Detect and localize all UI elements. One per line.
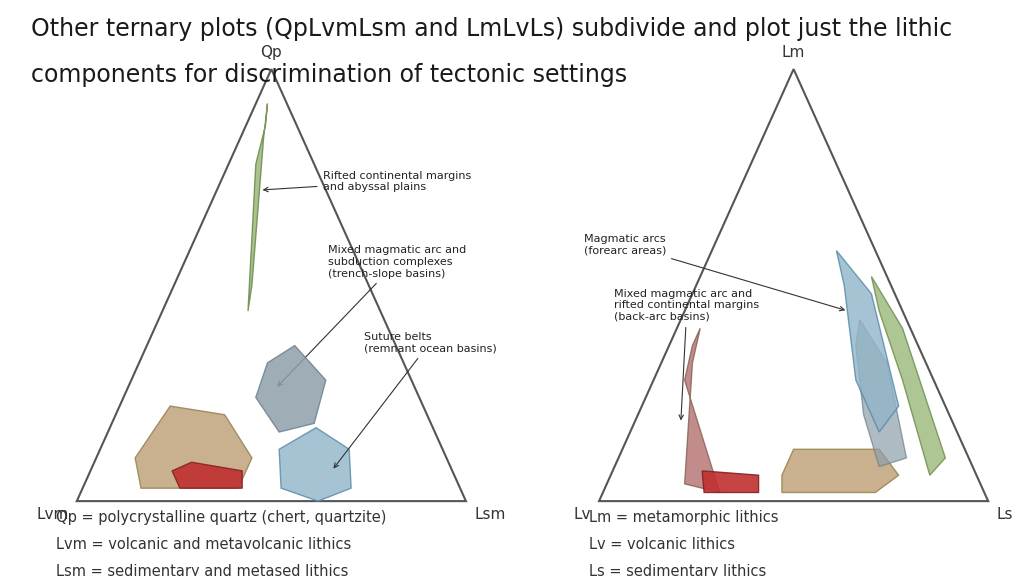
Text: Mixed magmatic arc and
subduction complexes
(trench-slope basins): Mixed magmatic arc and subduction comple… [279,245,466,386]
Text: Qp = polycrystalline quartz (chert, quartzite): Qp = polycrystalline quartz (chert, quar… [56,510,387,525]
Polygon shape [248,104,267,311]
Polygon shape [685,328,720,492]
Text: Ls = sedimentary lithics: Ls = sedimentary lithics [589,564,766,576]
Text: Other ternary plots (QpLvmLsm and LmLvLs) subdivide and plot just the lithic: Other ternary plots (QpLvmLsm and LmLvLs… [31,17,952,41]
Text: components for discrimination of tectonic settings: components for discrimination of tectoni… [31,63,627,88]
Polygon shape [280,427,351,501]
Polygon shape [856,320,906,467]
Text: Lsm = sedimentary and metased lithics: Lsm = sedimentary and metased lithics [56,564,349,576]
Text: Lv = volcanic lithics: Lv = volcanic lithics [589,537,735,552]
Polygon shape [871,276,945,475]
Text: Lvm = volcanic and metavolcanic lithics: Lvm = volcanic and metavolcanic lithics [56,537,351,552]
Text: Mixed magmatic arc and
rifted continental margins
(back-arc basins): Mixed magmatic arc and rifted continenta… [614,289,760,419]
Text: Lm: Lm [782,46,805,60]
Polygon shape [135,406,252,488]
Text: Lsm: Lsm [474,507,506,522]
Polygon shape [782,449,899,492]
Text: Magmatic arcs
(forearc areas): Magmatic arcs (forearc areas) [584,234,844,311]
Text: Qp: Qp [260,46,283,60]
Text: Lvm: Lvm [36,507,69,522]
Polygon shape [837,251,899,432]
Polygon shape [702,471,759,492]
Text: Lm = metamorphic lithics: Lm = metamorphic lithics [589,510,778,525]
Polygon shape [172,462,243,488]
Text: Lv: Lv [573,507,591,522]
Polygon shape [256,346,326,432]
Text: Suture belts
(remnant ocean basins): Suture belts (remnant ocean basins) [334,332,497,468]
Text: Rifted continental margins
and abyssal plains: Rifted continental margins and abyssal p… [264,170,471,192]
Text: Ls: Ls [996,507,1013,522]
